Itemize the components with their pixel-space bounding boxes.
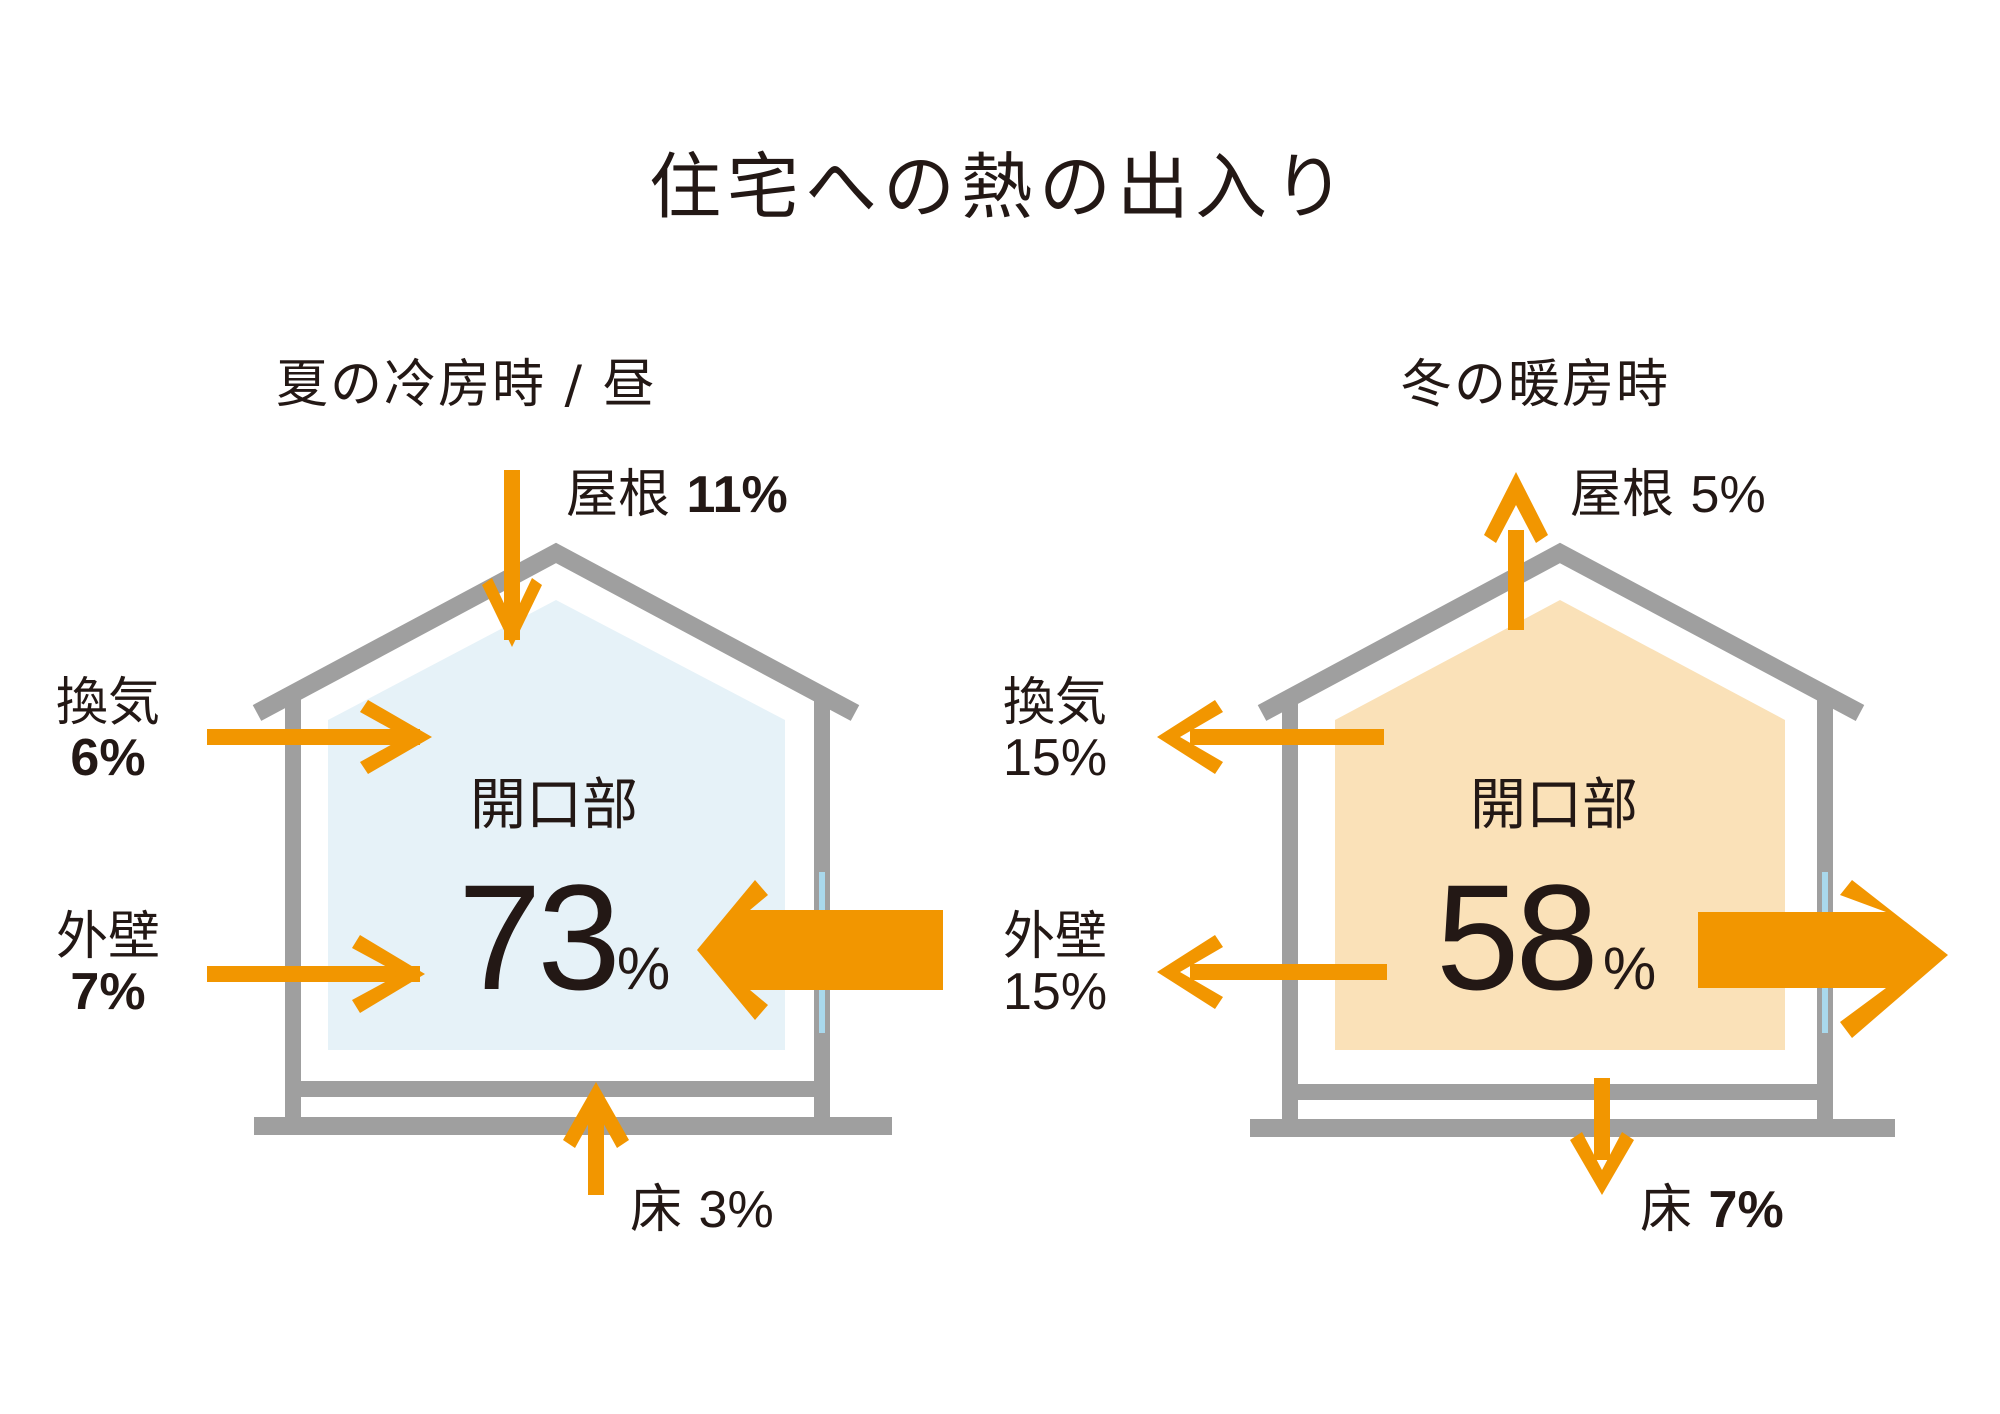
winter-ventilation-name: 換気 — [1003, 673, 1108, 733]
winter-roof — [1257, 542, 1865, 721]
winter-ventilation-label: 換気 15% — [1003, 676, 1107, 785]
summer-opening-figure: 73% — [458, 862, 670, 1012]
summer-wall-value: 7% — [70, 962, 146, 1021]
summer-ventilation-arrow-icon — [207, 700, 432, 774]
winter-opening-name: 開口部 — [1470, 773, 1638, 838]
summer-opening-unit: % — [616, 935, 671, 1002]
summer-ventilation-name: 換気 — [56, 673, 161, 733]
winter-roof-value: 5% — [1690, 466, 1766, 524]
winter-floor-value: 7% — [1708, 1181, 1784, 1239]
winter-house — [1250, 542, 1895, 1137]
winter-opening-figure: 58% — [1436, 862, 1656, 1012]
main-title: 住宅への熱の出入り — [648, 145, 1351, 229]
winter-roof-name: 屋根 — [1570, 465, 1675, 525]
summer-arrows — [207, 470, 943, 1195]
winter-ventilation-value: 15% — [1003, 728, 1108, 787]
summer-wall-name: 外壁 — [56, 907, 161, 967]
summer-floor-label: 床 3% — [630, 1183, 774, 1238]
summer-roof — [252, 542, 860, 721]
winter-wall-value: 15% — [1003, 962, 1108, 1021]
winter-opening-arrow-icon — [1698, 880, 1948, 1038]
winter-arrows — [1157, 472, 1948, 1195]
summer-roof-arrow-icon — [482, 470, 542, 647]
summer-roof-value: 11% — [686, 466, 788, 524]
summer-ventilation-value: 6% — [70, 728, 146, 787]
winter-wall-label: 外壁 15% — [1003, 910, 1107, 1019]
summer-roof-label: 屋根 11% — [566, 468, 788, 523]
summer-wall-arrow-icon — [207, 935, 425, 1013]
summer-wall-label: 外壁 7% — [56, 910, 160, 1019]
winter-opening-unit: % — [1602, 935, 1657, 1002]
summer-floor-arrow-icon — [563, 1082, 629, 1195]
summer-title: 夏の冷房時 / 昼 — [276, 355, 657, 415]
summer-opening-name: 開口部 — [470, 773, 638, 838]
summer-opening-value: 73 — [458, 853, 621, 1021]
winter-floor-arrow-icon — [1570, 1078, 1634, 1195]
winter-title: 冬の暖房時 — [1400, 355, 1671, 415]
summer-interior-fill — [328, 600, 785, 1050]
winter-roof-label: 屋根 5% — [1570, 468, 1766, 523]
winter-floor-name: 床 — [1640, 1180, 1693, 1240]
summer-floor-value: 3% — [698, 1181, 774, 1239]
summer-floor-name: 床 — [630, 1180, 683, 1240]
winter-wall-arrow-icon — [1157, 935, 1387, 1009]
summer-roof-name: 屋根 — [566, 465, 671, 525]
winter-roof-arrow-icon — [1484, 472, 1548, 630]
winter-interior-fill — [1335, 600, 1785, 1050]
summer-opening-arrow-icon — [697, 880, 943, 1020]
winter-floor-label: 床 7% — [1640, 1183, 1784, 1238]
winter-wall-name: 外壁 — [1003, 907, 1108, 967]
winter-opening-value: 58 — [1436, 853, 1599, 1021]
winter-ventilation-arrow-icon — [1157, 700, 1384, 774]
summer-ventilation-label: 換気 6% — [56, 676, 160, 785]
